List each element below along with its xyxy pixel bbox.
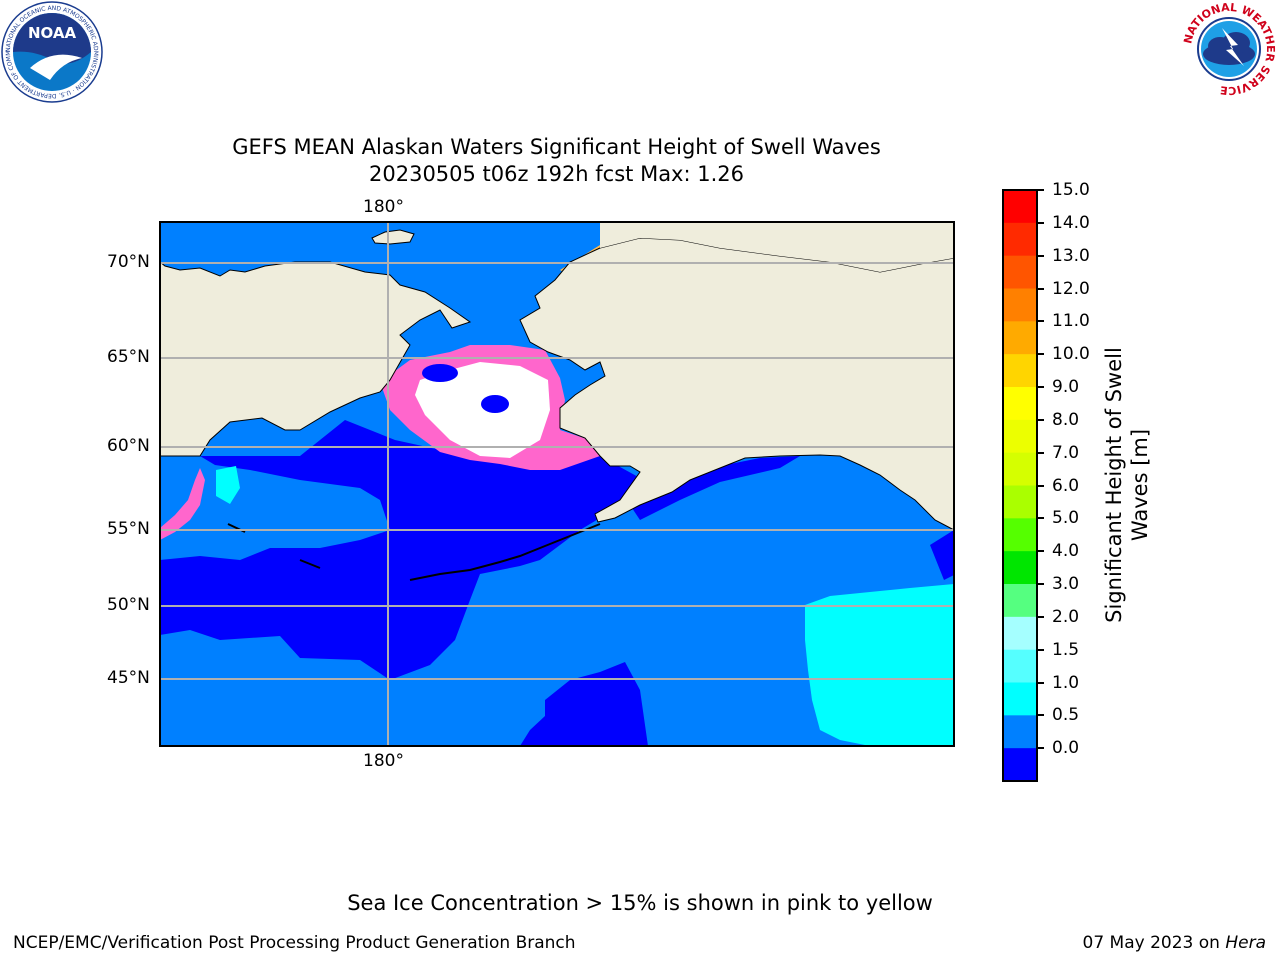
colorbar-tick (1037, 615, 1044, 618)
colorbar-tick (1037, 320, 1044, 323)
colorbar-tick (1037, 583, 1044, 585)
graticule (160, 222, 954, 746)
colorbar-segment (1003, 715, 1037, 749)
colorbar-tick-label: 11.0 (1052, 311, 1090, 332)
lat-label-55: 55°N (107, 519, 150, 539)
colorbar-tick-label: 9.0 (1052, 377, 1080, 397)
colorbar-segment (1003, 748, 1037, 782)
colorbar-tick (1037, 418, 1044, 421)
colorbar-tick-label: 0.5 (1052, 705, 1080, 726)
colorbar-segment (1003, 551, 1037, 585)
lat-label-65: 65°N (107, 347, 150, 367)
chart-subtitle: 20230505 t06z 192h fcst Max: 1.26 (369, 162, 744, 186)
colorbar-segment (1003, 387, 1037, 421)
footer-date-text: 07 May 2023 on (1082, 933, 1220, 953)
colorbar-tick-label: 1.5 (1052, 639, 1080, 660)
noaa-logo: NOAA NATIONAL OCEANIC AND ATMOSPHERIC AD… (0, 0, 103, 103)
colorbar-tick-label: 1.0 (1052, 672, 1080, 693)
colorbar-tick-label: 10.0 (1052, 344, 1090, 365)
colorbar-tick-label: 4.0 (1052, 541, 1080, 562)
chart-title: GEFS MEAN Alaskan Waters Significant Hei… (232, 135, 881, 159)
low-swell-coast (930, 530, 954, 580)
low-swell-region (160, 420, 640, 680)
map-frame (159, 221, 955, 747)
sea-ice-hole-2 (481, 395, 509, 413)
colorbar-tick (1037, 484, 1044, 487)
land-alaska-fill-top (600, 222, 954, 272)
colorbar-tick (1037, 714, 1044, 717)
colorbar-segment (1003, 649, 1037, 683)
colorbar-tick (1037, 287, 1044, 290)
lat-label-60: 60°N (107, 436, 150, 456)
colorbar-segment (1003, 518, 1037, 552)
colorbar-tick-label: 6.0 (1052, 475, 1080, 496)
low-swell-gulf (630, 456, 800, 520)
colorbar-segment (1003, 222, 1037, 257)
colorbar-segment (1003, 288, 1037, 322)
footer-org: NCEP/EMC/Verification Post Processing Pr… (13, 933, 576, 953)
colorbar-label-line1: Significant Height of Swell (1102, 347, 1126, 623)
low-swell-west (160, 556, 240, 590)
colorbar-tick (1037, 451, 1044, 454)
footer-host: Hera (1225, 933, 1266, 953)
colorbar-tick (1037, 221, 1044, 224)
colorbar-segment (1003, 682, 1037, 716)
land-siberia (160, 222, 472, 457)
colorbar-tick (1037, 747, 1044, 750)
colorbar-tick-label: 0.0 (1052, 738, 1080, 759)
colorbar-tick (1037, 353, 1044, 356)
colorbar-tick (1037, 189, 1044, 191)
lon-label-bottom: 180° (363, 751, 404, 771)
colorbar-tick (1037, 648, 1044, 651)
colorbar-tick-label: 8.0 (1052, 409, 1080, 430)
colorbar (1002, 189, 1038, 782)
sea-ice-hole-1 (422, 364, 458, 382)
lat-label-70: 70°N (107, 252, 150, 272)
sea-ice-note: Sea Ice Concentration > 15% is shown in … (347, 891, 933, 915)
colorbar-tick-label: 15.0 (1052, 180, 1090, 200)
high-swell-patch (216, 466, 240, 504)
land-aleutians (409, 523, 601, 581)
colorbar-tick (1037, 681, 1044, 684)
colorbar-segment (1003, 255, 1037, 289)
noaa-logo-text: NOAA (28, 24, 77, 42)
colorbar-segment (1003, 485, 1037, 519)
colorbar-label-line2: Waves [m] (1128, 428, 1152, 542)
colorbar-segment (1003, 419, 1037, 454)
colorbar-segment (1003, 321, 1037, 355)
colorbar-tick-label: 13.0 (1052, 245, 1090, 266)
colorbar-tick (1037, 254, 1044, 257)
footer-date: 07 May 2023 on Hera (1083, 932, 1267, 954)
colorbar-segment (1003, 584, 1037, 618)
lon-label-top: 180° (363, 197, 404, 217)
sea-ice-white (415, 362, 550, 458)
colorbar-tick (1037, 386, 1044, 388)
sea-ice-west (160, 468, 205, 540)
colorbar-tick-label: 14.0 (1052, 212, 1090, 233)
colorbar-label: Significant Height of Swell Waves [m] (1101, 325, 1153, 645)
colorbar-segment (1003, 616, 1037, 651)
colorbar-tick-label: 7.0 (1052, 442, 1080, 463)
high-swell-region (805, 584, 954, 746)
lat-label-50: 50°N (107, 595, 150, 615)
colorbar-tick (1037, 550, 1044, 553)
colorbar-tick-label: 3.0 (1052, 574, 1080, 594)
low-swell-south (520, 662, 648, 746)
lat-label-45: 45°N (107, 668, 150, 688)
colorbar-segment (1003, 190, 1037, 224)
colorbar-tick-label: 5.0 (1052, 508, 1080, 529)
colorbar-tick-label: 2.0 (1052, 606, 1080, 627)
colorbar-tick (1037, 517, 1044, 520)
colorbar-segment (1003, 354, 1037, 388)
colorbar-tick-label: 12.0 (1052, 278, 1090, 299)
nws-logo: NATIONAL WEATHER SERVICE (1181, 1, 1277, 97)
colorbar-segment (1003, 452, 1037, 486)
